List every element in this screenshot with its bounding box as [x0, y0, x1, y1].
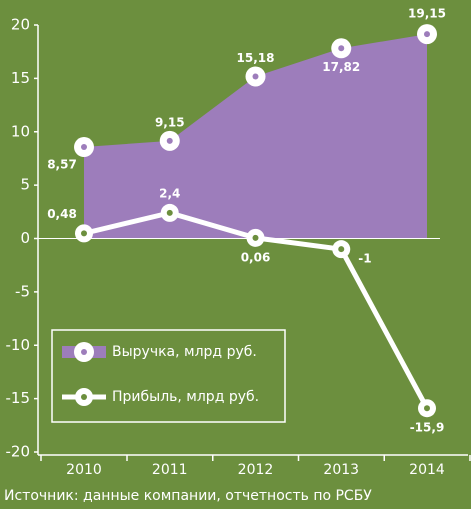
value-label: -15,9 — [410, 421, 445, 435]
marker-center — [166, 137, 173, 144]
x-tick-label: 2012 — [238, 462, 274, 478]
marker-center — [166, 209, 173, 216]
legend-marker-center — [81, 394, 87, 400]
x-tick-label: 2013 — [323, 462, 359, 478]
x-tick-label: 2010 — [66, 462, 102, 478]
y-tick-label: 20 — [11, 16, 30, 34]
marker-center — [252, 73, 259, 80]
marker-center — [338, 246, 345, 253]
source: Источник: данные компании, отчетность по… — [4, 488, 372, 504]
y-tick-label: -5 — [15, 282, 30, 300]
value-label: 19,15 — [408, 7, 446, 21]
marker-center — [252, 234, 259, 241]
value-label: 8,57 — [47, 158, 77, 172]
value-label: 2,4 — [159, 186, 180, 200]
x-tick-label: 2014 — [409, 462, 445, 478]
value-label: 0,06 — [241, 250, 271, 264]
value-label: -1 — [358, 252, 371, 266]
marker-center — [81, 144, 87, 151]
y-tick-label: 10 — [11, 122, 30, 140]
marker-center — [424, 31, 430, 38]
value-label: 15,18 — [237, 51, 275, 65]
y-tick-label: 5 — [20, 176, 30, 194]
marker-center — [81, 230, 87, 237]
y-tick-label: 0 — [20, 229, 30, 247]
y-tick-label: -15 — [6, 389, 31, 407]
y-tick-label: -20 — [6, 443, 31, 461]
marker-center — [338, 45, 345, 52]
y-tick-label: 15 — [11, 69, 30, 87]
legend-label: Выручка, млрд руб. — [112, 344, 257, 360]
legend-label: Прибыль, млрд руб. — [112, 389, 259, 405]
y-tick-label: -10 — [6, 336, 31, 354]
legend-marker-center — [81, 349, 87, 355]
value-label: 17,82 — [322, 60, 360, 74]
value-label: 9,15 — [155, 115, 185, 129]
marker-center — [424, 405, 430, 412]
x-tick-label: 2011 — [152, 462, 188, 478]
value-label: 0,48 — [47, 207, 77, 221]
area — [84, 34, 427, 239]
